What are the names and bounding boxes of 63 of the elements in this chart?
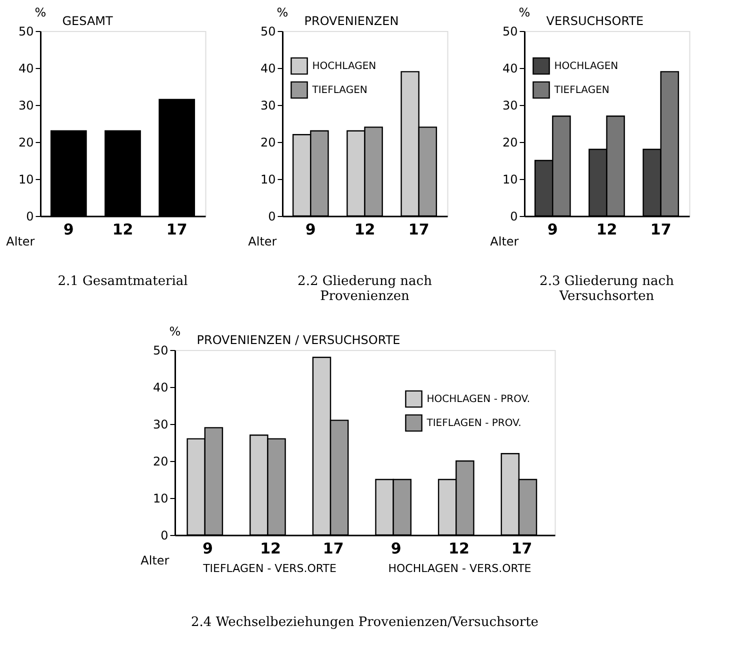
legend-label: HOCHLAGEN: [312, 61, 376, 72]
y-tick-label: 20: [260, 136, 276, 150]
x-tick-label: 17: [511, 540, 532, 558]
x-axis-title: Alter: [490, 234, 519, 248]
x-tick-label: 9: [547, 220, 558, 238]
y-axis-title: %: [34, 6, 46, 20]
x-tick-label: 17: [408, 220, 430, 238]
y-tick-label: 10: [152, 492, 168, 506]
legend-label: HOCHLAGEN: [554, 61, 618, 72]
y-tick-label: 0: [26, 210, 34, 224]
text: HOCHLAGEN - VERS.ORTE: [388, 562, 532, 575]
text: 2.3 Gliederung nach Versuchsorten: [540, 274, 675, 304]
x-tick-label: 12: [448, 540, 470, 558]
y-tick-label: 30: [260, 98, 276, 112]
y-tick-label: 50: [152, 344, 168, 358]
x-tick-label: 12: [596, 220, 618, 238]
y-tick-label: 20: [502, 136, 518, 150]
text: 2.1 Gesamtmaterial: [58, 274, 188, 289]
legend-label: TIEFLAGEN - PROV.: [426, 418, 522, 429]
y-tick-label: 20: [152, 454, 168, 468]
x-tick-label: 9: [390, 540, 402, 558]
y-tick-label: 40: [260, 62, 276, 76]
y-tick-label: 50: [18, 24, 34, 38]
y-tick-label: 0: [268, 210, 276, 224]
x-tick-label: 17: [322, 540, 344, 558]
y-tick-label: 40: [152, 380, 168, 394]
x-axis-title: Alter: [140, 554, 170, 568]
x-tick-label: 9: [63, 220, 74, 238]
text: TIEFLAGEN - VERS.ORTE: [202, 562, 336, 575]
y-tick-label: 30: [152, 418, 168, 432]
x-tick-label: 12: [260, 540, 281, 558]
y-tick-label: 40: [18, 62, 34, 76]
y-tick-label: 30: [502, 98, 518, 112]
chart-subtitle: VERSUCHSORTE: [546, 14, 644, 28]
y-tick-label: 50: [502, 24, 518, 38]
x-axis-title: Alter: [6, 234, 35, 248]
y-tick-label: 10: [502, 172, 518, 186]
y-tick-label: 0: [160, 528, 168, 542]
legend-label: TIEFLAGEN: [553, 85, 610, 96]
x-tick-label: 17: [650, 220, 672, 238]
legend-label: TIEFLAGEN: [311, 85, 368, 96]
y-tick-label: 0: [510, 210, 518, 224]
y-tick-label: 10: [260, 172, 276, 186]
y-axis-title: %: [276, 6, 288, 20]
y-tick-label: 40: [502, 62, 518, 76]
text: 2.4 Wechselbeziehungen Provenienzen/Versuchsorte: [191, 615, 539, 630]
x-tick-label: 12: [112, 220, 134, 238]
y-axis-title: %: [169, 324, 181, 338]
text: 2.2 Gliederung nach Provenienzen: [298, 274, 433, 304]
chart-subtitle: GESAMT: [62, 14, 114, 28]
y-tick-label: 30: [18, 98, 34, 112]
x-axis-title: Alter: [248, 234, 277, 248]
y-tick-label: 20: [18, 136, 34, 150]
x-tick-label: 9: [305, 220, 316, 238]
x-tick-label: 12: [354, 220, 376, 238]
y-axis-title: %: [518, 6, 530, 20]
x-tick-label: 9: [202, 540, 213, 558]
x-tick-label: 17: [166, 220, 188, 238]
chart-subtitle: PROVENIENZEN / VERSUCHSORTE: [196, 333, 400, 347]
legend-label: HOCHLAGEN - PROV.: [426, 394, 530, 405]
y-tick-label: 50: [260, 24, 276, 38]
chart-subtitle: PROVENIENZEN: [304, 14, 399, 28]
y-tick-label: 10: [18, 172, 34, 186]
